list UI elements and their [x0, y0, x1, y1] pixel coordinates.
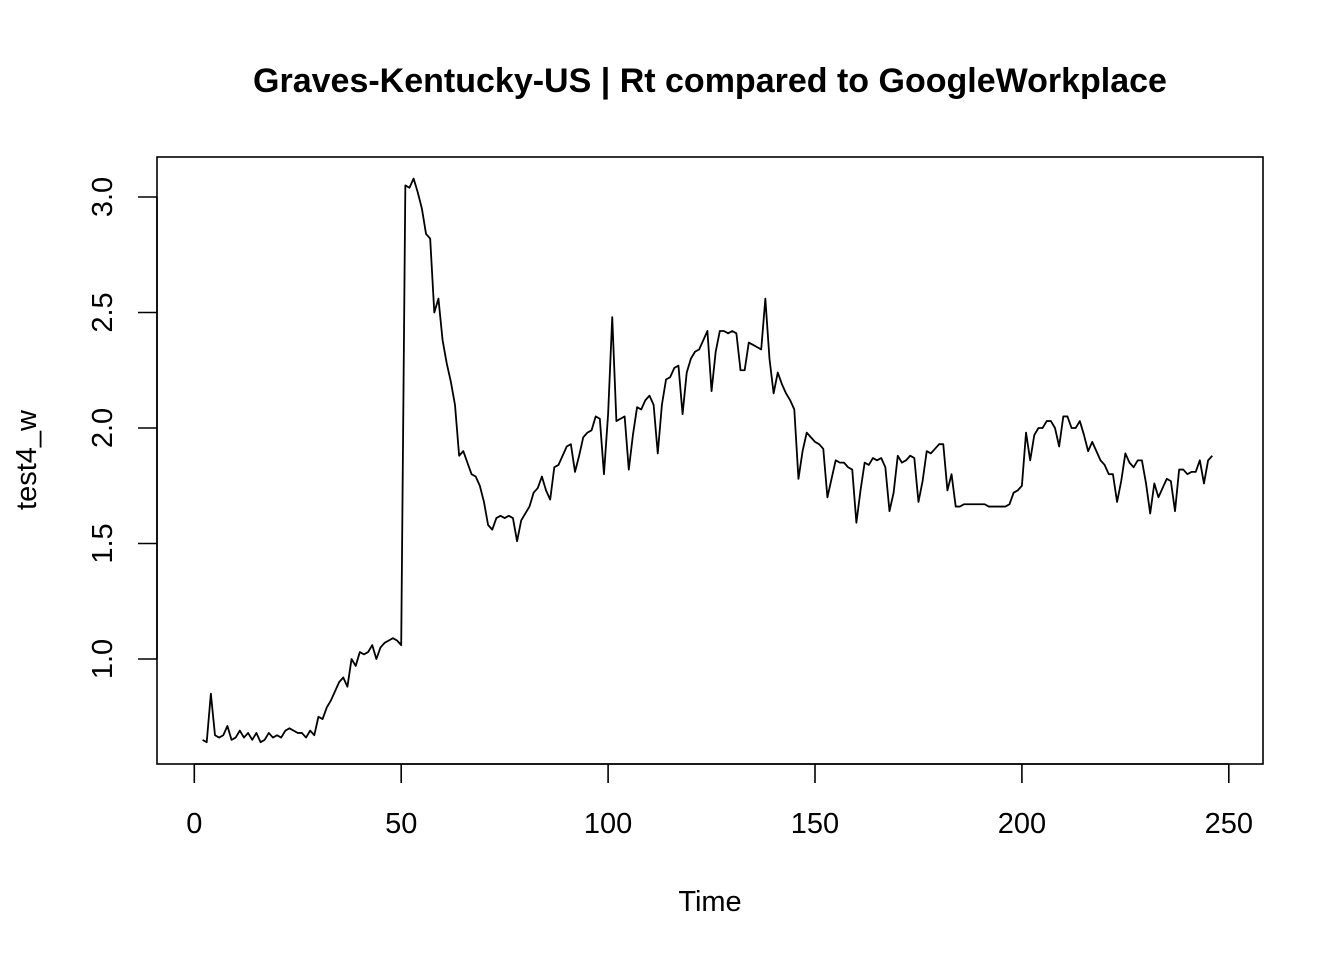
plot-frame — [156, 156, 1264, 765]
x-tick-label: 100 — [584, 808, 632, 840]
y-tick-label: 1.0 — [87, 639, 119, 679]
x-axis: 0 50 100 150 200 250 — [186, 763, 1253, 840]
x-tick-label: 50 — [385, 808, 417, 840]
series-line — [202, 177, 1213, 744]
y-axis-label: test4_w — [11, 409, 43, 510]
x-tick-label: 150 — [791, 808, 839, 840]
x-tick-label: 200 — [998, 808, 1046, 840]
y-tick-label: 1.5 — [87, 523, 119, 563]
x-tick-label: 0 — [186, 808, 202, 840]
y-tick-label: 2.0 — [87, 408, 119, 448]
y-axis: 1.0 1.5 2.0 2.5 3.0 — [87, 177, 158, 679]
y-tick-label: 3.0 — [87, 177, 119, 217]
x-axis-label: Time — [678, 886, 741, 918]
y-tick-label: 2.5 — [87, 292, 119, 332]
chart-title: Graves-Kentucky-US | Rt compared to Goog… — [253, 62, 1167, 100]
x-tick-label: 250 — [1205, 808, 1253, 840]
